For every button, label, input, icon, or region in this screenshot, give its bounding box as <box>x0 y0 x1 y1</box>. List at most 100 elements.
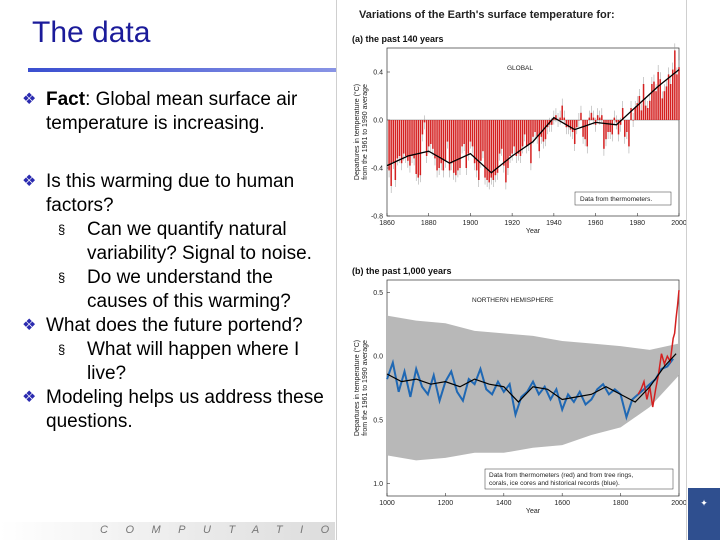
slide-title: The data <box>32 16 151 49</box>
bullet-text: Is this warming due to human factors? <box>46 171 295 216</box>
bullet-item: ❖ Fact: Global mean surface air temperatu… <box>22 88 334 136</box>
bullet-item: ❖ Is this warming due to human factors? <box>22 170 334 218</box>
annual-bar <box>417 120 420 178</box>
logo-glyph-icon: ✦ <box>700 498 708 508</box>
annual-bar <box>567 120 570 128</box>
proxy-line <box>386 358 674 421</box>
y-tick-label: -0.8 <box>371 214 383 221</box>
x-tick-label: 2000 <box>671 220 686 227</box>
bullet-text: Do we understand the causes of this warm… <box>87 267 291 312</box>
annual-bar <box>563 117 566 120</box>
annual-bar <box>528 120 530 144</box>
annual-bar <box>669 84 672 120</box>
annual-bar <box>586 120 588 147</box>
x-tick-label: 1860 <box>379 220 395 227</box>
annual-bar <box>503 120 505 166</box>
annual-bar <box>653 81 655 120</box>
annual-bar <box>498 120 501 154</box>
bullet-list: ❖ Fact: Global mean surface air temperatu… <box>22 88 334 434</box>
annual-bar <box>561 105 563 120</box>
annual-bar <box>411 120 413 156</box>
annual-bar <box>471 120 474 147</box>
annual-bar <box>628 120 630 147</box>
annual-bar <box>525 120 528 147</box>
annual-bar <box>617 120 620 135</box>
annual-bar <box>659 79 661 120</box>
annual-bar <box>532 120 534 137</box>
annual-bar <box>582 120 584 137</box>
annual-bar <box>519 120 522 156</box>
annual-bar <box>480 120 482 161</box>
annual-bar <box>448 120 451 171</box>
section-bullet-icon: § <box>58 342 66 357</box>
region-label: NORTHERN HEMISPHERE <box>472 297 554 304</box>
panel-subtitle: (a) the past 140 years <box>352 34 444 44</box>
annual-bar <box>398 120 401 156</box>
annual-bar <box>615 120 618 123</box>
annual-bar <box>603 120 605 149</box>
diamond-bullet-icon: ❖ <box>22 389 37 406</box>
x-axis-label: Year <box>526 228 541 235</box>
annual-bar <box>517 120 520 154</box>
section-bullet-icon: § <box>58 270 66 285</box>
bullet-text: : Global mean surface air temperature is… <box>46 89 298 134</box>
annual-bar <box>465 120 468 168</box>
annual-bar <box>457 120 459 171</box>
annual-bar <box>611 120 614 135</box>
annual-bar <box>423 120 426 123</box>
annual-bar <box>590 112 593 120</box>
annual-bar <box>667 74 670 120</box>
annual-bar <box>478 120 480 180</box>
annual-bar <box>436 120 438 171</box>
note-text: Data from thermometers (red) and from tr… <box>489 472 633 479</box>
annual-bar <box>461 120 463 147</box>
region-label: GLOBAL <box>507 65 533 72</box>
annual-bar <box>432 120 434 149</box>
annual-bar <box>450 120 453 164</box>
annual-bar <box>509 120 511 156</box>
y-axis-label: from the 1961 to 1990 average <box>362 84 369 180</box>
annual-bar <box>538 120 541 152</box>
y-tick-label: 0.5 <box>373 417 383 424</box>
bullet-text: Can we quantify natural variability? Sig… <box>87 219 312 264</box>
annual-bar <box>573 120 576 144</box>
note-box <box>484 468 674 490</box>
x-tick-label: 2000 <box>671 500 686 507</box>
note-box <box>574 191 672 206</box>
title-underline <box>28 68 348 72</box>
annual-bar <box>598 117 601 120</box>
annual-bar <box>644 105 647 120</box>
annual-bar <box>419 120 422 176</box>
annual-bar <box>521 120 524 147</box>
panel-subtitle: (b) the past 1,000 years <box>352 266 452 276</box>
annual-bar <box>425 120 428 156</box>
annual-bar <box>507 120 509 168</box>
annual-bar <box>559 117 561 120</box>
annual-bar <box>394 120 397 180</box>
x-tick-label: 1400 <box>496 500 512 507</box>
annual-bar <box>511 120 513 154</box>
annual-bar <box>551 120 553 125</box>
annual-bar <box>475 120 478 171</box>
x-tick-label: 1880 <box>421 220 437 227</box>
annual-bar <box>473 120 476 164</box>
annual-bar <box>396 120 399 159</box>
annual-bar <box>446 120 449 142</box>
diamond-bullet-icon: ❖ <box>22 317 37 334</box>
annual-bar <box>434 120 436 159</box>
annual-bar <box>609 120 611 132</box>
annual-bar <box>571 120 574 132</box>
annual-bar <box>678 67 680 120</box>
annual-bar <box>409 120 411 166</box>
temperature-figure: Variations of the Earth's surface temper… <box>336 0 687 540</box>
annual-bar <box>580 112 582 120</box>
annual-bar <box>578 120 580 121</box>
bullet-bold-text: Fact <box>46 89 86 110</box>
annual-bar <box>621 108 624 120</box>
annual-bar <box>619 120 622 125</box>
annual-bar <box>486 120 488 180</box>
annual-bar <box>494 120 497 176</box>
annual-bar <box>444 120 447 161</box>
bullet-item: ❖ Modeling helps us address these questio… <box>22 386 334 434</box>
annual-bar <box>496 120 499 173</box>
